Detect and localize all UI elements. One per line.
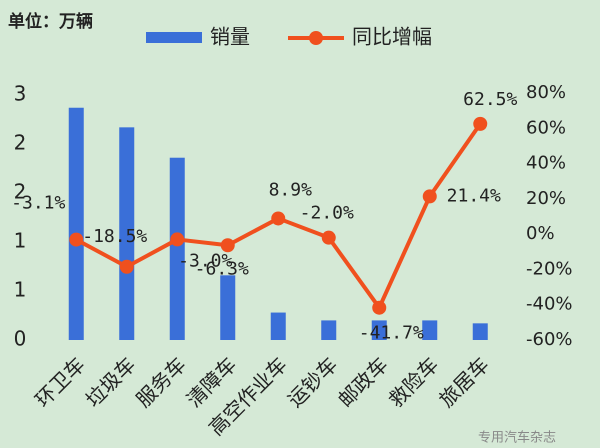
y-tick-label: 0: [14, 327, 27, 351]
line-point: [220, 238, 235, 253]
bar: [371, 320, 387, 340]
y2-tick-label: 20%: [526, 188, 566, 209]
y-tick-label: 1: [14, 278, 27, 302]
bar: [472, 323, 488, 340]
legend-label: 同比增幅: [352, 25, 432, 49]
bar: [422, 320, 438, 340]
data-label: -18.5%: [82, 226, 147, 247]
bar: [169, 157, 185, 340]
bar: [270, 312, 286, 340]
data-label: 8.9%: [269, 179, 313, 200]
line-point: [422, 189, 437, 204]
data-label: -6.3%: [195, 258, 249, 279]
bar: [321, 320, 337, 340]
line-point: [473, 116, 488, 131]
line-point: [119, 259, 134, 274]
data-label: 21.4%: [447, 185, 501, 206]
bar: [220, 275, 236, 340]
bar: [68, 107, 84, 341]
y2-tick-label: -60%: [526, 329, 573, 350]
line-point: [372, 300, 387, 315]
line-point: [271, 211, 286, 226]
y2-tick-label: -20%: [526, 258, 573, 279]
y-tick-label: 2: [14, 180, 27, 204]
bar: [119, 127, 135, 340]
line-point: [321, 230, 336, 245]
legend-swatch: [146, 32, 202, 43]
y2-tick-label: 60%: [526, 117, 566, 138]
line-point: [69, 232, 84, 247]
y-tick-label: 3: [14, 82, 27, 106]
y2-tick-label: -40%: [526, 294, 573, 315]
line-point: [170, 232, 185, 247]
watermark: 专用汽车杂志: [478, 430, 556, 446]
y-tick-label: 2: [14, 131, 27, 155]
y-tick-label: 1: [14, 229, 27, 253]
unit-label: 单位：万辆: [8, 11, 93, 32]
data-label: -3.1%: [11, 193, 65, 214]
data-label: -41.7%: [359, 323, 424, 344]
y2-tick-label: 0%: [526, 223, 555, 244]
legend-swatch: [309, 31, 323, 45]
y2-tick-label: 80%: [526, 82, 566, 103]
y2-tick-label: 40%: [526, 153, 566, 174]
legend-label: 销量: [210, 25, 250, 49]
data-label: 62.5%: [463, 89, 517, 110]
data-label: -3.0%: [178, 250, 232, 271]
data-label: -2.0%: [300, 203, 354, 224]
